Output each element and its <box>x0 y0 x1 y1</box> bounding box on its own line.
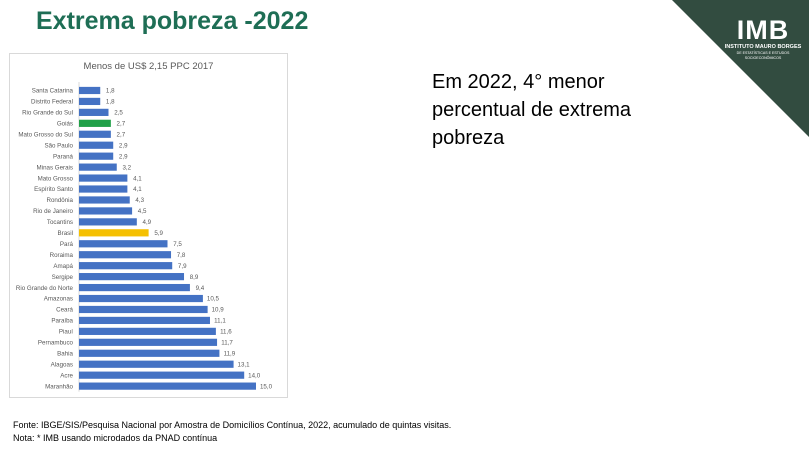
bar-goias <box>79 119 111 127</box>
value-label: 4,3 <box>135 197 144 204</box>
category-label: Pernambuco <box>38 340 74 347</box>
category-label: Sergipe <box>52 274 74 281</box>
category-label: Mato Grosso do Sul <box>18 131 73 138</box>
value-label: 4,1 <box>133 175 142 182</box>
value-label: 2,7 <box>117 121 126 128</box>
value-label: 10,5 <box>207 296 220 303</box>
bar-bahia <box>79 349 220 357</box>
value-label: 2,9 <box>119 153 128 160</box>
logo-corner-shape <box>672 0 809 137</box>
bar-distrito-federal <box>79 97 101 106</box>
category-label: Maranhão <box>45 383 73 390</box>
value-label: 7,5 <box>173 241 182 248</box>
bar-paraiba <box>79 316 210 325</box>
value-label: 11,1 <box>214 318 226 325</box>
chart-container: Menos de US$ 2,15 PPC 2017 Santa Catarin… <box>9 53 288 398</box>
value-label: 1,8 <box>106 99 115 106</box>
value-label: 4,5 <box>138 208 147 215</box>
value-label: 2,9 <box>119 142 128 149</box>
value-label: 2,5 <box>114 110 123 117</box>
bar-alagoas <box>79 360 234 368</box>
value-label: 11,6 <box>220 329 232 336</box>
bar-para <box>79 240 168 248</box>
bar-amazonas <box>79 294 203 303</box>
slide-title: Extrema pobreza -2022 <box>36 7 309 35</box>
category-label: Brasil <box>58 230 73 237</box>
bar-parana <box>79 152 114 160</box>
value-label: 4,1 <box>133 186 142 193</box>
bar-sao-paulo <box>79 141 114 149</box>
imb-logo: IMB INSTITUTO MAURO BORGES DE ESTATÍSTIC… <box>723 16 803 61</box>
bar-acre <box>79 371 245 379</box>
value-label: 10,9 <box>212 307 225 314</box>
value-label: 9,4 <box>196 285 205 292</box>
bar-roraima <box>79 251 172 259</box>
value-label: 8,9 <box>190 274 199 281</box>
bar-santa-catarina <box>79 86 101 95</box>
bar-chart: Santa Catarina 1,8 Distrito Federal 1,8 Rio … <box>16 82 273 392</box>
value-label: 7,9 <box>178 263 187 270</box>
category-label: Bahia <box>57 350 73 357</box>
bar-tocantins <box>79 218 137 226</box>
value-label: 14,0 <box>248 372 261 379</box>
bar-rio-grande-do-sul <box>79 108 109 116</box>
category-label: Amazonas <box>44 296 73 303</box>
bar-ceara <box>79 305 208 314</box>
category-label: Rio de Janeiro <box>33 208 73 215</box>
category-label: Mato Grosso <box>38 175 74 182</box>
category-label: Tocantins <box>47 219 73 226</box>
bar-piaui <box>79 327 216 335</box>
category-label: Paraíba <box>51 318 73 325</box>
value-label: 13,1 <box>238 361 251 368</box>
bar-pernambuco <box>79 338 218 346</box>
bar-maranhao <box>79 382 256 390</box>
category-label: Rondônia <box>47 197 74 204</box>
category-label: Paraná <box>53 153 74 160</box>
bar-mato-grosso-do-sul <box>79 130 111 138</box>
bar-rio-grande-do-norte <box>79 283 190 292</box>
category-label: Goiás <box>57 121 73 128</box>
category-label: Roraima <box>50 252 74 259</box>
category-label: Distrito Federal <box>31 99 73 106</box>
category-label: Alagoas <box>51 361 73 368</box>
category-label: Ceará <box>56 307 73 314</box>
highlight-note: Em 2022, 4° menor percentual de extrema … <box>432 71 632 149</box>
category-label: São Paulo <box>44 142 73 149</box>
value-label: 5,9 <box>154 230 163 237</box>
value-label: 11,7 <box>221 340 233 347</box>
bar-sergipe <box>79 273 185 281</box>
logo-tagline: DE ESTATÍSTICAS E ESTUDOS SOCIOECONÔMICO… <box>736 51 790 60</box>
bar-minas-gerais <box>79 163 117 171</box>
category-label: Rio Grande do Sul <box>22 110 73 117</box>
value-label: 2,7 <box>117 131 126 138</box>
logo-subtitle: INSTITUTO MAURO BORGES <box>724 44 802 50</box>
category-label: Santa Catarina <box>32 88 74 95</box>
value-label: 11,9 <box>224 350 236 357</box>
category-label: Acre <box>60 372 73 379</box>
bar-mato-grosso <box>79 174 128 182</box>
value-label: 3,2 <box>122 164 131 171</box>
value-label: 7,8 <box>177 252 186 259</box>
source-note: Fonte: IBGE/SIS/Pesquisa Nacional por Am… <box>13 420 452 430</box>
value-label: 1,8 <box>106 88 115 95</box>
bar-rio-de-janeiro <box>79 207 133 215</box>
category-label: Rio Grande do Norte <box>16 285 74 292</box>
bar-brasil <box>79 229 149 237</box>
category-label: Espírito Santo <box>34 186 73 193</box>
logo-mark: IMB <box>736 15 790 45</box>
category-label: Amapá <box>53 263 73 270</box>
bar-espirito-santo <box>79 185 128 193</box>
category-label: Minas Gerais <box>37 164 73 171</box>
category-label: Pará <box>60 241 74 248</box>
value-label: 4,9 <box>143 219 152 226</box>
footer: Fonte: IBGE/SIS/Pesquisa Nacional por Am… <box>13 419 451 445</box>
method-note: Nota: * IMB usando microdados da PNAD co… <box>13 433 218 443</box>
chart-title: Menos de US$ 2,15 PPC 2017 <box>83 61 214 72</box>
category-label: Piauí <box>59 329 73 336</box>
bar-rondonia <box>79 196 130 204</box>
bar-amapa <box>79 262 173 270</box>
value-label: 15,0 <box>260 383 273 390</box>
